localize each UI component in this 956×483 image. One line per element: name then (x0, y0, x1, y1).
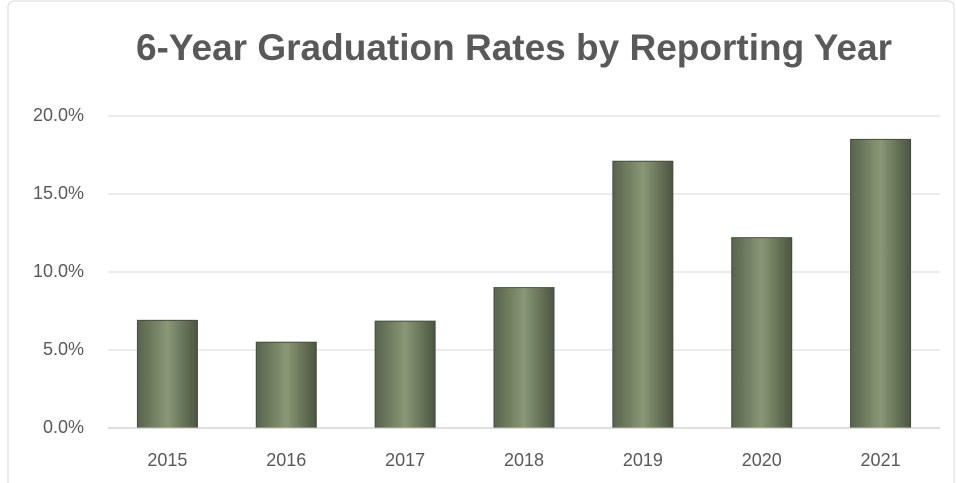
y-tick-label: 0.0% (43, 417, 84, 437)
y-tick-label: 15.0% (33, 183, 84, 203)
chart-title: 6-Year Graduation Rates by Reporting Yea… (136, 27, 892, 68)
x-tick-label: 2021 (861, 450, 901, 470)
bar (493, 287, 555, 429)
bar (255, 341, 317, 429)
bar (850, 138, 912, 429)
x-tick-label: 2016 (266, 450, 306, 470)
x-tick-label: 2015 (147, 450, 187, 470)
bar (374, 320, 436, 429)
bar (731, 237, 793, 429)
y-tick-label: 10.0% (33, 261, 84, 281)
bar (612, 160, 674, 429)
x-tick-label: 2018 (504, 450, 544, 470)
x-tick-label: 2019 (623, 450, 663, 470)
y-tick-label: 5.0% (43, 339, 84, 359)
x-tick-label: 2020 (742, 450, 782, 470)
chart-border (7, 0, 955, 483)
bar (136, 319, 198, 429)
y-tick-label: 20.0% (33, 105, 84, 125)
x-tick-label: 2017 (385, 450, 425, 470)
